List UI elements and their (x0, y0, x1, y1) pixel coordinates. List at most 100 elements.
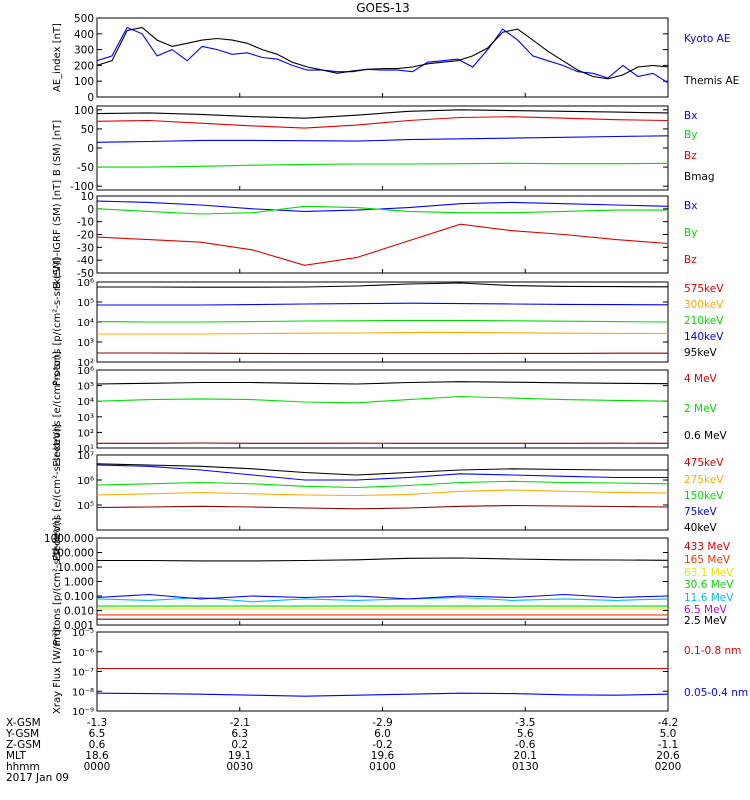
y-tick-label: 10⁻⁹ (72, 707, 94, 718)
footer-value: -2.1 (230, 717, 251, 729)
panel-protons_mev: 0.001 0.010 0.100 1.000 10.000 100.000 1000.00… (44, 517, 734, 645)
legend-entry: Themis AE (683, 75, 739, 87)
series-line-bz (96, 223, 669, 266)
legend-entry: Bx (684, 200, 697, 212)
legend-entry: 0.6 MeV (684, 430, 728, 442)
series-line-0-05-0-4-nm (96, 692, 669, 697)
y-tick-label: 10² (77, 358, 94, 369)
footer-value: 0030 (226, 761, 253, 773)
y-axis-label: Electrons [e/(cm²-s-sr)] (52, 351, 63, 467)
y-tick-label: 10³ (77, 338, 94, 349)
panel-electrons_kev: 10⁵ 10⁶ 10⁷ Electrons [e/(cm²-s-sr-keV)] 475… (52, 424, 724, 561)
y-tick-label: 0 (87, 143, 94, 155)
footer-value: -3.5 (515, 717, 536, 729)
legend-entry: 75keV (684, 506, 718, 518)
y-tick-label: 10⁻⁵ (72, 628, 94, 639)
y-tick-label: 10⁶ (77, 278, 94, 289)
legend-entry: 150keV (684, 490, 724, 502)
y-tick-label: 50 (81, 124, 94, 136)
footer-value: 5.6 (517, 728, 534, 740)
footer-value: 0000 (84, 761, 111, 773)
footer-date: 2017 Jan 09 (6, 772, 69, 784)
legend-entry: Bz (684, 150, 697, 162)
series-line-40kev (96, 463, 668, 476)
legend-entry: 11.6 MeV (684, 592, 734, 604)
legend-entry: 575keV (684, 283, 724, 295)
footer-value: 5.0 (660, 728, 677, 740)
y-tick-label: 10² (77, 428, 94, 439)
y-tick-label: 10⁵ (77, 501, 94, 512)
series-line-bz (96, 116, 669, 129)
y-tick-label: -100 (70, 181, 94, 193)
y-tick-label: 100.000 (51, 548, 94, 560)
y-tick-label: 500 (74, 13, 94, 25)
y-tick-label: 10⁻⁷ (72, 668, 94, 679)
series-line-300kev (97, 331, 669, 335)
legend-entry: By (684, 227, 697, 239)
y-tick-label: 400 (74, 29, 94, 41)
y-tick-label: 10⁴ (77, 318, 94, 329)
series-line-bx (96, 135, 669, 143)
footer-value: -2.9 (372, 717, 393, 729)
legend-entry: Kyoto AE (684, 33, 730, 45)
y-tick-label: 10¹ (77, 444, 94, 455)
series-line-bmag (96, 109, 669, 119)
footer-value: 0100 (369, 761, 396, 773)
footer-value: -0.6 (515, 739, 536, 751)
y-tick-label: -50 (77, 268, 94, 280)
legend-entry: 30.6 MeV (684, 579, 734, 591)
y-tick-label: 10⁻⁸ (72, 687, 94, 698)
legend-entry: 0.05-0.4 nm (684, 687, 748, 699)
legend-entry: Bx (684, 110, 697, 122)
series-line-275kev (96, 489, 669, 497)
footer-ephemeris: X-GSM -1.3 -2.1 -2.9 -3.5 -4.2 Y-GSM 6.5 6.3 6.0 5… (5, 717, 681, 784)
footer-value: 0200 (655, 761, 682, 773)
legend-entry: Bmag (684, 171, 715, 183)
y-tick-label: 10.000 (57, 562, 94, 574)
series-line-2-5-mev (97, 557, 669, 562)
legend-entry: 140keV (684, 331, 724, 343)
y-tick-label: 10⁴ (77, 397, 94, 408)
series-line-11-6-mev (96, 596, 669, 603)
footer-value: 0.6 (89, 739, 106, 751)
panel-ae: 0 100 200 300 400 500 AE_index [nT] Kyoto AE The… (52, 13, 739, 104)
y-tick-label: -10 (77, 217, 94, 229)
y-tick-label: 0.100 (64, 591, 94, 603)
footer-row-label: MLT (6, 750, 26, 762)
series-line-2-mev (96, 395, 669, 404)
series-line-by (97, 162, 669, 168)
footer-value: 18.6 (85, 750, 109, 762)
series-line-95kev (97, 282, 669, 288)
panel-frame (96, 537, 669, 626)
y-tick-label: 100 (74, 76, 94, 88)
series-line-6-5-mev (96, 593, 669, 600)
legend-entry: Bz (684, 254, 697, 266)
legend-entry: 475keV (684, 457, 724, 469)
panel-xray: 10⁻⁹ 10⁻⁸ 10⁻⁷ 10⁻⁶ 10⁻⁵ Xray Flux [W/m²] 0.1-… (52, 628, 748, 718)
y-tick-label: 10⁵ (77, 298, 94, 309)
footer-value: 6.0 (374, 728, 391, 740)
series-line-575kev (97, 352, 668, 355)
y-axis-label: AE_index [nT] (52, 23, 63, 92)
y-tick-label: 1.000 (64, 577, 94, 589)
footer-value: 0130 (512, 761, 539, 773)
series-line-150kev (96, 480, 669, 489)
panel-b_sm: -100 -50 0 50 100 B (SM) [nT] Bx By Bz Bmag (52, 105, 715, 193)
footer-row-label: hhmm (6, 761, 40, 773)
footer-value: -0.2 (372, 739, 393, 751)
legend-entry: 95keV (684, 347, 718, 359)
legend-entry: 6.5 MeV (684, 604, 728, 616)
legend-entry: 2.5 MeV (684, 615, 728, 627)
panel-frame (96, 369, 669, 449)
legend-entry: 275keV (684, 474, 724, 486)
y-axis-label: Protons [p/(cm²-s-sr-keV)] (52, 258, 63, 386)
legend-entry: 0.1-0.8 nm (684, 645, 741, 657)
y-tick-label: 200 (74, 60, 94, 72)
y-axis-label: B (SM)-IGRF (SM) [nT] (52, 180, 63, 289)
series-line-bx (96, 200, 669, 212)
series-line-210kev (96, 319, 669, 323)
y-axis-label: Electrons [e/(cm²-s-sr-keV)] (52, 424, 63, 561)
y-tick-label: 10⁶ (77, 476, 94, 487)
